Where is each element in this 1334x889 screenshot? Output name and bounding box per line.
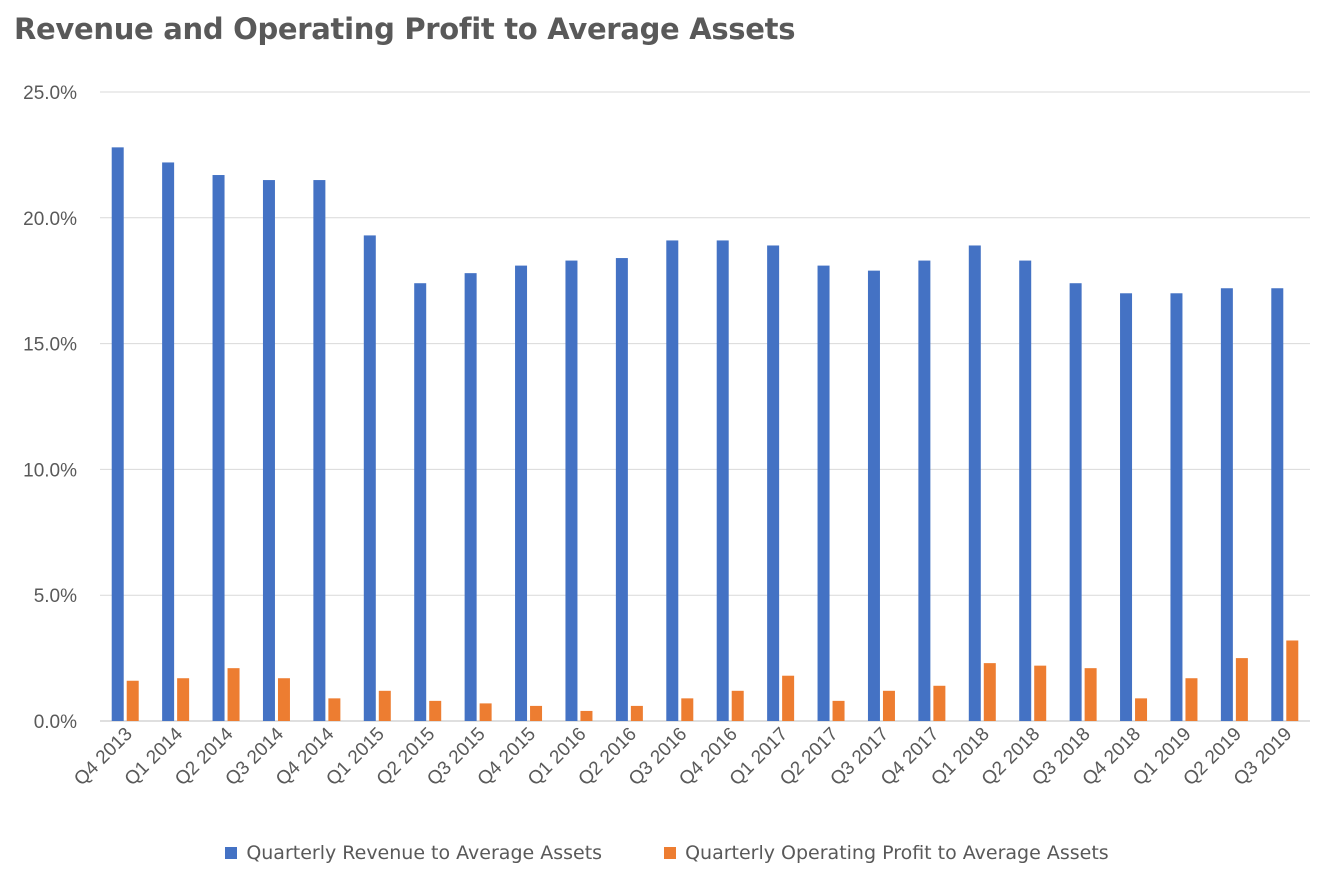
- legend-item-operating-profit: Quarterly Operating Profit to Average As…: [664, 842, 1109, 864]
- y-axis-ticks: 0.0% 5.0% 10.0% 15.0% 20.0% 25.0%: [23, 83, 77, 733]
- y-tick-label: 0.0%: [34, 712, 77, 733]
- legend: Quarterly Revenue to Average Assets Quar…: [0, 842, 1334, 864]
- bar-revenue: [767, 245, 780, 721]
- bar-operating-profit: [731, 690, 744, 721]
- bar-operating-profit: [1185, 678, 1198, 721]
- bar-operating-profit: [479, 703, 492, 721]
- bar-revenue: [666, 240, 679, 721]
- bar-operating-profit: [681, 698, 694, 721]
- bar-revenue: [918, 260, 931, 721]
- bar-operating-profit: [580, 710, 593, 721]
- y-tick-label: 5.0%: [34, 586, 77, 607]
- bar-operating-profit: [1135, 698, 1148, 721]
- y-tick-label: 20.0%: [23, 209, 77, 230]
- chart-title: Revenue and Operating Profit to Average …: [14, 12, 796, 46]
- bar-revenue: [615, 258, 628, 721]
- bar-operating-profit: [933, 685, 946, 721]
- bar-revenue: [313, 180, 326, 721]
- bar-revenue: [1271, 288, 1284, 721]
- y-tick-label: 10.0%: [23, 460, 77, 481]
- bar-revenue: [1170, 293, 1183, 721]
- bar-operating-profit: [1286, 640, 1299, 721]
- bar-revenue: [111, 147, 124, 722]
- bar-revenue: [867, 270, 880, 721]
- bar-operating-profit: [782, 675, 795, 721]
- bar-operating-profit: [277, 678, 290, 721]
- bar-operating-profit: [530, 705, 543, 721]
- legend-label-revenue: Quarterly Revenue to Average Assets: [246, 842, 603, 864]
- bar-operating-profit: [1084, 668, 1097, 721]
- bar-revenue: [515, 265, 528, 721]
- bar-operating-profit: [429, 700, 442, 721]
- bar-operating-profit: [983, 663, 996, 721]
- bar-revenue: [1120, 293, 1133, 721]
- bar-operating-profit: [126, 680, 139, 721]
- gridlines: [100, 91, 1310, 722]
- bar-revenue: [262, 180, 275, 721]
- bar-revenue: [212, 175, 225, 721]
- y-tick-label: 25.0%: [23, 83, 77, 104]
- bar-operating-profit: [378, 690, 391, 721]
- bar-operating-profit: [630, 705, 643, 721]
- bar-operating-profit: [1235, 658, 1248, 721]
- bar-revenue: [464, 273, 477, 721]
- bar-revenue: [1220, 288, 1233, 721]
- bar-operating-profit: [177, 678, 190, 721]
- bar-operating-profit: [882, 690, 895, 721]
- bar-revenue: [1069, 283, 1082, 721]
- bar-operating-profit: [832, 700, 845, 721]
- legend-item-revenue: Quarterly Revenue to Average Assets: [225, 842, 602, 864]
- bar-revenue: [817, 265, 830, 721]
- bar-revenue: [414, 283, 427, 721]
- bars: [111, 147, 1299, 722]
- bar-revenue: [1019, 260, 1032, 721]
- bar-operating-profit: [1034, 665, 1047, 721]
- legend-label-operating-profit: Quarterly Operating Profit to Average As…: [685, 842, 1109, 864]
- legend-swatch-operating-profit: [664, 847, 677, 859]
- bar-revenue: [162, 162, 175, 721]
- bar-revenue: [565, 260, 578, 721]
- bar-revenue: [716, 240, 729, 721]
- y-tick-label: 15.0%: [23, 335, 77, 356]
- bar-revenue: [363, 235, 376, 722]
- bar-operating-profit: [227, 668, 240, 721]
- bar-revenue: [968, 245, 981, 721]
- legend-swatch-revenue: [225, 847, 238, 859]
- bar-operating-profit: [328, 698, 341, 721]
